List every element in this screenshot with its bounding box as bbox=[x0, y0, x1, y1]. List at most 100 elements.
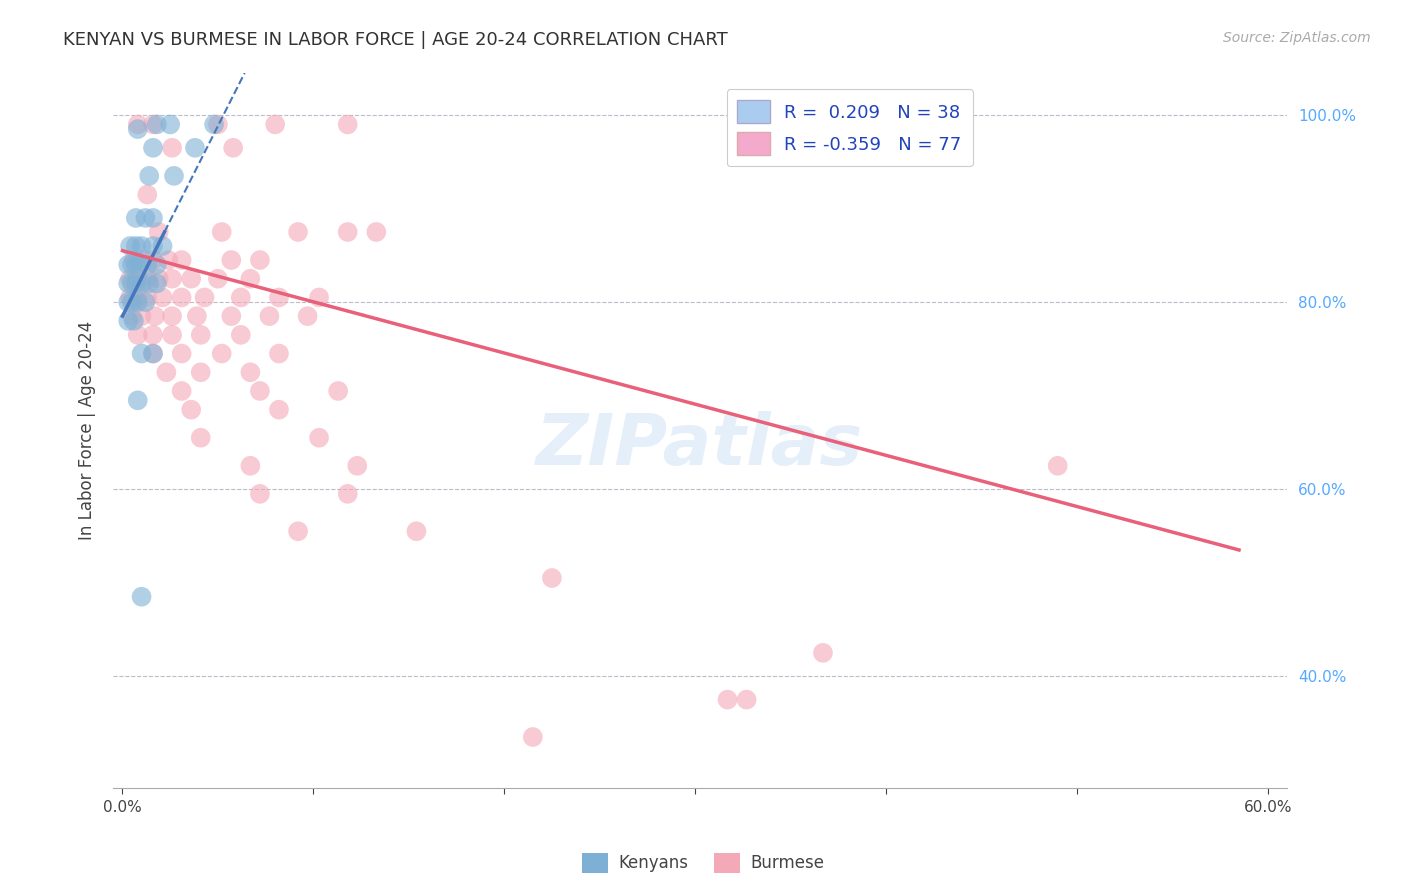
Point bbox=[142, 239, 165, 253]
Text: ZIPatlas: ZIPatlas bbox=[536, 410, 863, 480]
Point bbox=[127, 327, 149, 342]
Point bbox=[297, 309, 319, 323]
Point bbox=[229, 327, 252, 342]
Legend: Kenyans, Burmese: Kenyans, Burmese bbox=[575, 847, 831, 880]
Point bbox=[142, 117, 165, 131]
Point bbox=[207, 117, 229, 131]
Point bbox=[136, 187, 159, 202]
Point bbox=[180, 402, 202, 417]
Point bbox=[117, 277, 139, 291]
Point bbox=[207, 271, 229, 285]
Point bbox=[328, 384, 350, 398]
Point bbox=[142, 211, 165, 225]
Point bbox=[267, 402, 290, 417]
Point bbox=[267, 346, 290, 360]
Point bbox=[811, 646, 834, 660]
Point bbox=[142, 346, 165, 360]
Point bbox=[1046, 458, 1069, 473]
Point bbox=[121, 258, 143, 272]
Point bbox=[152, 239, 174, 253]
Point bbox=[136, 290, 159, 304]
Point bbox=[120, 271, 142, 285]
Point bbox=[160, 141, 183, 155]
Point bbox=[346, 458, 368, 473]
Point bbox=[159, 117, 181, 131]
Point bbox=[160, 309, 183, 323]
Point bbox=[190, 365, 212, 379]
Point bbox=[146, 117, 169, 131]
Point bbox=[163, 169, 186, 183]
Point bbox=[522, 730, 544, 744]
Point bbox=[120, 239, 142, 253]
Point bbox=[229, 290, 252, 304]
Point bbox=[148, 225, 170, 239]
Point bbox=[121, 295, 143, 310]
Point bbox=[219, 253, 242, 268]
Point bbox=[193, 290, 215, 304]
Point bbox=[716, 692, 738, 706]
Point bbox=[132, 253, 155, 268]
Point bbox=[180, 271, 202, 285]
Point bbox=[125, 211, 148, 225]
Point bbox=[336, 487, 359, 501]
Point bbox=[127, 117, 149, 131]
Text: Source: ZipAtlas.com: Source: ZipAtlas.com bbox=[1223, 31, 1371, 45]
Point bbox=[239, 458, 262, 473]
Y-axis label: In Labor Force | Age 20-24: In Labor Force | Age 20-24 bbox=[79, 321, 96, 541]
Point bbox=[121, 277, 143, 291]
Point bbox=[142, 253, 165, 268]
Point bbox=[184, 141, 207, 155]
Point bbox=[308, 290, 330, 304]
Point bbox=[117, 258, 139, 272]
Point bbox=[259, 309, 281, 323]
Point bbox=[190, 327, 212, 342]
Point bbox=[134, 295, 156, 310]
Point bbox=[127, 271, 149, 285]
Point bbox=[160, 271, 183, 285]
Point bbox=[287, 225, 309, 239]
Text: KENYAN VS BURMESE IN LABOR FORCE | AGE 20-24 CORRELATION CHART: KENYAN VS BURMESE IN LABOR FORCE | AGE 2… bbox=[63, 31, 728, 49]
Point bbox=[122, 314, 145, 328]
Point bbox=[152, 290, 174, 304]
Point bbox=[249, 253, 271, 268]
Point bbox=[134, 211, 156, 225]
Point bbox=[202, 117, 225, 131]
Point bbox=[211, 346, 233, 360]
Point bbox=[170, 384, 193, 398]
Point bbox=[157, 253, 180, 268]
Point bbox=[267, 290, 290, 304]
Point bbox=[122, 253, 145, 268]
Point bbox=[117, 295, 139, 310]
Point bbox=[170, 346, 193, 360]
Point bbox=[138, 277, 160, 291]
Point bbox=[211, 225, 233, 239]
Point bbox=[541, 571, 564, 585]
Point bbox=[136, 271, 159, 285]
Point bbox=[186, 309, 208, 323]
Point bbox=[125, 239, 148, 253]
Point bbox=[146, 277, 169, 291]
Point bbox=[264, 117, 287, 131]
Point bbox=[142, 141, 165, 155]
Point bbox=[127, 122, 149, 136]
Point bbox=[287, 524, 309, 539]
Point bbox=[127, 290, 149, 304]
Point bbox=[127, 295, 149, 310]
Point bbox=[131, 309, 153, 323]
Point bbox=[142, 346, 165, 360]
Point bbox=[336, 225, 359, 239]
Point bbox=[125, 277, 148, 291]
Point bbox=[131, 239, 153, 253]
Point bbox=[336, 117, 359, 131]
Point bbox=[136, 258, 159, 272]
Point bbox=[148, 271, 170, 285]
Point bbox=[121, 309, 143, 323]
Point bbox=[366, 225, 388, 239]
Point bbox=[405, 524, 427, 539]
Point bbox=[117, 314, 139, 328]
Point bbox=[131, 346, 153, 360]
Point bbox=[239, 365, 262, 379]
Point bbox=[131, 277, 153, 291]
Point bbox=[155, 365, 177, 379]
Point bbox=[735, 692, 758, 706]
